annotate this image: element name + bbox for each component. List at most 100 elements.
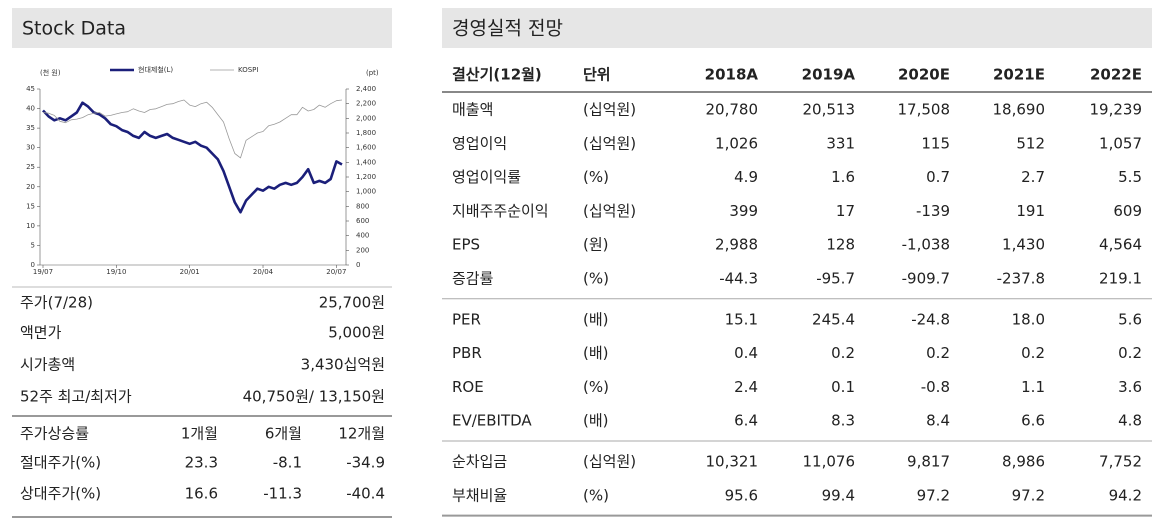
table-cell: 8.4	[926, 412, 950, 430]
table-cell: 0.2	[831, 344, 855, 362]
header-cell: 2021E	[993, 66, 1045, 84]
table-cell: 8,986	[1002, 453, 1045, 471]
header-cell: 6개월	[265, 425, 302, 443]
table-cell: 20,513	[803, 101, 856, 119]
table-cell: 1.6	[831, 168, 855, 186]
table-cell: ROE	[452, 378, 484, 396]
table-cell: 191	[1016, 202, 1045, 220]
table-cell: (%)	[583, 378, 609, 396]
title-bar	[442, 8, 1152, 48]
y2-tick-label: 1,200	[356, 173, 376, 181]
table-cell: 7,752	[1099, 453, 1142, 471]
row-label: 52주 최고/최저가	[20, 388, 132, 406]
y-tick-label: 20	[26, 183, 35, 191]
header-cell: 12개월	[338, 425, 385, 443]
table-cell: 18,690	[993, 101, 1046, 119]
header-cell: 1개월	[181, 425, 218, 443]
table-cell: 8.3	[831, 412, 855, 430]
table-cell: 95.6	[725, 486, 758, 504]
y2-tick-label: 800	[356, 202, 369, 210]
table-cell: 0.2	[926, 344, 950, 362]
y2-tick-label: 600	[356, 217, 369, 225]
table-cell: 절대주가(%)	[20, 454, 101, 472]
table-cell: 17	[836, 202, 855, 220]
table-cell: (배)	[583, 344, 609, 362]
row-value: 3,430십억원	[301, 356, 385, 374]
table-cell: 영업이익	[452, 134, 507, 152]
row-label: 시가총액	[20, 356, 75, 374]
table-cell: 97.2	[1012, 486, 1045, 504]
row-value: 25,700원	[319, 294, 385, 312]
table-cell: -95.7	[816, 270, 855, 288]
table-cell: -11.3	[263, 485, 302, 503]
y2-tick-label: 1,000	[356, 188, 376, 196]
row-label: 주가(7/28)	[20, 294, 93, 312]
header-cell: 2022E	[1090, 66, 1142, 84]
y-tick-label: 10	[26, 222, 35, 230]
y-tick-label: 25	[26, 163, 35, 171]
table-cell: 2,988	[715, 236, 758, 254]
y2-tick-label: 1,800	[356, 129, 376, 137]
series-line	[42, 99, 343, 159]
table-cell: 5.5	[1118, 168, 1142, 186]
table-cell: 609	[1113, 202, 1142, 220]
table-cell: 9,817	[907, 453, 950, 471]
table-cell: 상대주가(%)	[20, 485, 101, 503]
table-cell: (십억원)	[583, 134, 636, 152]
y-tick-label: 40	[26, 105, 35, 113]
table-cell: (십억원)	[583, 202, 636, 220]
table-cell: 99.4	[822, 486, 855, 504]
header-cell: 2018A	[705, 66, 759, 84]
table-cell: (%)	[583, 168, 609, 186]
table-cell: (배)	[583, 412, 609, 430]
series-line	[42, 101, 343, 214]
table-cell: 순차입금	[452, 453, 507, 471]
table-cell: -1,038	[902, 236, 950, 254]
table-cell: 11,076	[803, 453, 856, 471]
header-cell: 단위	[583, 66, 611, 84]
y2-unit: (pt)	[366, 69, 379, 77]
table-cell: -909.7	[902, 270, 950, 288]
table-cell: 16.6	[185, 485, 218, 503]
y2-tick-label: 1,600	[356, 144, 376, 152]
table-cell: (배)	[583, 310, 609, 328]
y2-tick-label: 0	[356, 261, 360, 269]
table-cell: 115	[921, 134, 950, 152]
table-cell: -237.8	[997, 270, 1045, 288]
x-tick-label: 20/04	[253, 268, 274, 276]
table-cell: -24.8	[911, 310, 950, 328]
table-cell: EV/EBITDA	[452, 412, 532, 430]
table-cell: 0.1	[831, 378, 855, 396]
panel-title: 경영실적 전망	[452, 18, 563, 40]
panel-title: Stock Data	[22, 18, 126, 40]
table-cell: (원)	[583, 236, 609, 254]
table-cell: 23.3	[185, 454, 218, 472]
y-tick-label: 35	[26, 124, 35, 132]
table-cell: (%)	[583, 486, 609, 504]
table-cell: 1,026	[715, 134, 758, 152]
y2-tick-label: 2,400	[356, 85, 376, 93]
table-cell: -8.1	[273, 454, 302, 472]
x-tick-label: 20/07	[326, 268, 346, 276]
table-cell: (십억원)	[583, 453, 636, 471]
table-cell: 10,321	[706, 453, 759, 471]
row-label: 액면가	[20, 324, 62, 342]
table-cell: -139	[916, 202, 950, 220]
x-tick-label: 19/07	[33, 268, 53, 276]
table-cell: -40.4	[346, 485, 385, 503]
table-cell: 399	[729, 202, 758, 220]
table-cell: 245.4	[812, 310, 855, 328]
table-cell: 6.4	[734, 412, 758, 430]
row-value: 40,750원/ 13,150원	[243, 388, 385, 406]
table-cell: 15.1	[725, 310, 758, 328]
table-cell: PER	[452, 310, 481, 328]
y-unit: (천 원)	[40, 68, 61, 77]
table-cell: 6.6	[1021, 412, 1045, 430]
table-cell: (%)	[583, 270, 609, 288]
table-cell: 5.6	[1118, 310, 1142, 328]
x-tick-label: 20/01	[180, 268, 200, 276]
header-cell: 주가상승률	[20, 425, 89, 443]
legend-label: KOSPI	[238, 66, 258, 74]
y2-tick-label: 200	[356, 246, 369, 254]
